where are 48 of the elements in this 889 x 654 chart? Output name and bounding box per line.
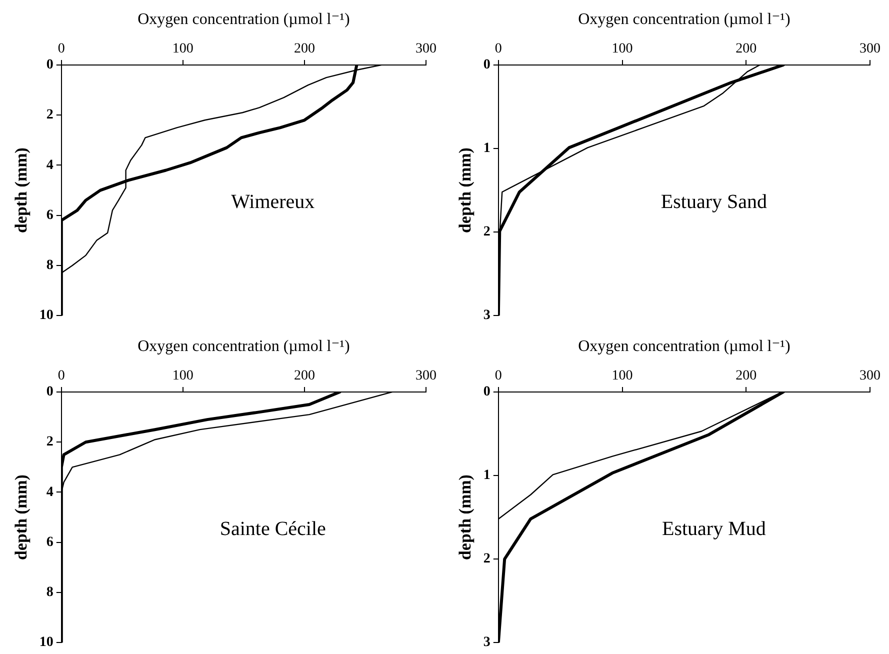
x-tick-label: 200 bbox=[736, 368, 757, 384]
y-tick-label: 2 bbox=[483, 224, 490, 240]
annotation: Sainte Cécile bbox=[220, 518, 326, 540]
y-tick-label: 8 bbox=[46, 585, 54, 600]
annotation: Estuary Sand bbox=[660, 191, 767, 214]
y-tick-label: 0 bbox=[483, 58, 490, 73]
y-axis-title: depth (mm) bbox=[456, 148, 475, 234]
y-tick-label: 3 bbox=[483, 308, 490, 324]
x-tick-label: 100 bbox=[612, 41, 633, 56]
annotation: Estuary Mud bbox=[662, 518, 766, 540]
x-tick-label: 0 bbox=[58, 41, 65, 56]
y-tick-label: 2 bbox=[46, 434, 54, 450]
x-axis-title: Oxygen concentration (µmol l⁻¹) bbox=[578, 10, 790, 28]
y-tick-label: 0 bbox=[483, 384, 490, 400]
y-tick-label: 2 bbox=[46, 108, 54, 123]
y-tick-label: 2 bbox=[483, 552, 490, 567]
y-tick-label: 0 bbox=[46, 384, 54, 400]
x-tick-label: 300 bbox=[860, 368, 880, 384]
x-tick-label: 300 bbox=[416, 368, 436, 384]
y-axis-title: depth (mm) bbox=[12, 148, 31, 234]
y-tick-label: 10 bbox=[39, 308, 54, 324]
x-tick-label: 100 bbox=[172, 41, 194, 56]
x-tick-label: 0 bbox=[58, 368, 65, 384]
y-tick-label: 1 bbox=[483, 141, 490, 156]
annotation: Wimereux bbox=[231, 191, 315, 214]
y-tick-label: 10 bbox=[39, 635, 54, 650]
x-tick-label: 0 bbox=[494, 41, 502, 56]
x-axis-title: Oxygen concentration (µmol l⁻¹) bbox=[138, 10, 350, 28]
y-tick-label: 8 bbox=[46, 258, 54, 274]
y-tick-label: 6 bbox=[46, 208, 54, 223]
x-tick-label: 100 bbox=[172, 368, 194, 384]
y-tick-label: 4 bbox=[46, 484, 54, 500]
y-axis-title: depth (mm) bbox=[456, 474, 475, 560]
y-axis-title: depth (mm) bbox=[12, 474, 31, 560]
x-tick-label: 0 bbox=[494, 368, 502, 384]
x-tick-label: 300 bbox=[416, 41, 436, 56]
x-tick-label: 200 bbox=[736, 41, 757, 56]
y-tick-label: 1 bbox=[483, 468, 490, 484]
x-tick-label: 200 bbox=[294, 368, 315, 384]
y-tick-label: 3 bbox=[483, 635, 490, 650]
y-tick-label: 0 bbox=[46, 58, 54, 73]
y-tick-label: 4 bbox=[46, 158, 54, 173]
x-axis-title: Oxygen concentration (µmol l⁻¹) bbox=[578, 338, 790, 355]
x-tick-label: 100 bbox=[612, 368, 633, 384]
x-axis-title: Oxygen concentration (µmol l⁻¹) bbox=[138, 338, 350, 355]
x-tick-label: 200 bbox=[294, 41, 315, 56]
y-tick-label: 6 bbox=[46, 534, 54, 550]
x-tick-label: 300 bbox=[860, 41, 880, 56]
